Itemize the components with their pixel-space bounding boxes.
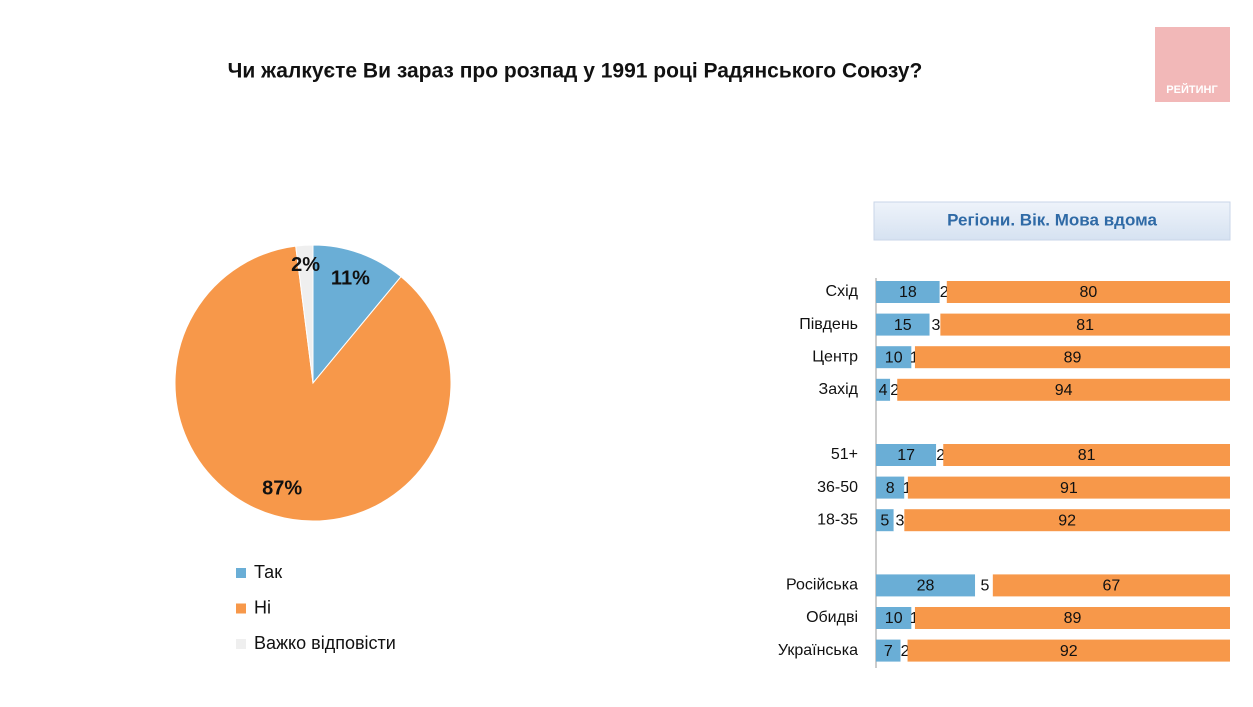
legend-swatch: [236, 603, 246, 614]
bar-segment: [943, 444, 1230, 466]
pie-slice: [312, 244, 402, 385]
legend-label: Ні: [254, 597, 271, 617]
bar-value-label: 89: [1064, 349, 1082, 366]
bar-segment: [975, 574, 993, 597]
bar-value-label: 2: [936, 447, 945, 464]
bar-segment: [911, 607, 915, 629]
bar-segment: [904, 509, 1230, 532]
category-label: Південь: [799, 316, 858, 333]
pie-slice: [174, 245, 452, 522]
bar-value-label: 81: [1078, 447, 1096, 464]
bar-segment: [929, 313, 941, 336]
legend-swatch: [236, 568, 246, 578]
bar-value-label: 8: [886, 480, 895, 497]
bar-segment: [992, 574, 1230, 597]
pie-value-label: 2%: [291, 254, 320, 276]
category-label: Захід: [819, 381, 859, 398]
bar-value-label: 91: [1060, 480, 1078, 497]
bar-header-text: Регіони. Вік. Мова вдома: [947, 210, 1157, 229]
bar-segment: [876, 444, 937, 466]
bar-value-label: 89: [1064, 610, 1082, 627]
bar-value-label: 18: [899, 284, 917, 301]
bar-value-label: 17: [897, 447, 915, 464]
bar-value-label: 10: [885, 349, 903, 366]
bar-header: [873, 201, 1231, 241]
category-label: Схід: [826, 283, 859, 300]
bar-segment: [876, 574, 976, 597]
bar-segment: [890, 378, 898, 401]
bar-value-label: 92: [1060, 643, 1078, 660]
bar-value-label: 81: [1076, 317, 1094, 334]
bar-value-label: 7: [884, 643, 893, 660]
category-label: Обидві: [806, 609, 858, 626]
bar-value-label: 4: [879, 382, 888, 399]
bar-value-label: 10: [885, 610, 903, 627]
legend-label: Важко відповісти: [254, 633, 396, 653]
bar-segment: [876, 281, 940, 303]
bar-segment: [907, 639, 1230, 662]
bar-segment: [876, 313, 930, 336]
bar-segment: [897, 378, 1230, 401]
bar-value-label: 2: [901, 643, 910, 660]
bar-segment: [900, 639, 908, 662]
pie-value-label: 87%: [262, 477, 302, 499]
bar-value-label: 15: [894, 317, 912, 334]
bar-segment: [911, 346, 915, 369]
bar-value-label: 80: [1080, 284, 1098, 301]
category-label: 18-35: [817, 511, 858, 528]
category-label: 36-50: [817, 479, 858, 496]
pie-value-label: 11%: [331, 267, 370, 289]
logo-box: [1155, 27, 1230, 102]
legend-label: Так: [254, 562, 282, 582]
bar-segment: [939, 281, 947, 303]
bar-segment: [876, 639, 901, 662]
logo-text: РЕЙТИНГ: [1166, 83, 1218, 96]
bar-segment: [876, 607, 912, 629]
category-label: Центр: [812, 348, 858, 365]
legend-swatch: [236, 639, 246, 649]
bar-value-label: 92: [1058, 512, 1076, 529]
bar-segment: [914, 607, 1230, 629]
bar-value-label: 28: [917, 578, 935, 595]
bar-value-label: 94: [1055, 382, 1073, 399]
bar-value-label: 5: [880, 512, 889, 529]
bar-value-label: 1: [910, 610, 919, 627]
bar-segment: [904, 476, 908, 499]
bar-segment: [914, 346, 1230, 369]
bar-value-label: 1: [910, 349, 919, 366]
bar-segment: [946, 281, 1230, 303]
bar-segment: [940, 313, 1230, 336]
bar-segment: [893, 509, 905, 532]
bar-value-label: 67: [1103, 578, 1121, 595]
bar-segment: [876, 476, 905, 499]
bar-value-label: 2: [940, 284, 949, 301]
bar-segment: [876, 346, 912, 369]
bar-value-label: 2: [890, 382, 899, 399]
bar-segment: [876, 509, 894, 532]
bar-value-label: 3: [896, 512, 905, 529]
bar-value-label: 5: [981, 578, 990, 595]
category-label: Російська: [786, 577, 858, 594]
category-label: 51+: [831, 446, 858, 463]
pie-slice: [295, 244, 314, 384]
bar-segment: [936, 444, 944, 466]
bar-segment: [876, 378, 891, 401]
category-label: Українська: [778, 642, 858, 659]
slide-title: Чи жалкуєте Ви зараз про розпад у 1991 р…: [228, 60, 923, 83]
bar-value-label: 1: [903, 480, 912, 497]
bar-value-label: 3: [932, 317, 941, 334]
bar-segment: [907, 476, 1230, 499]
